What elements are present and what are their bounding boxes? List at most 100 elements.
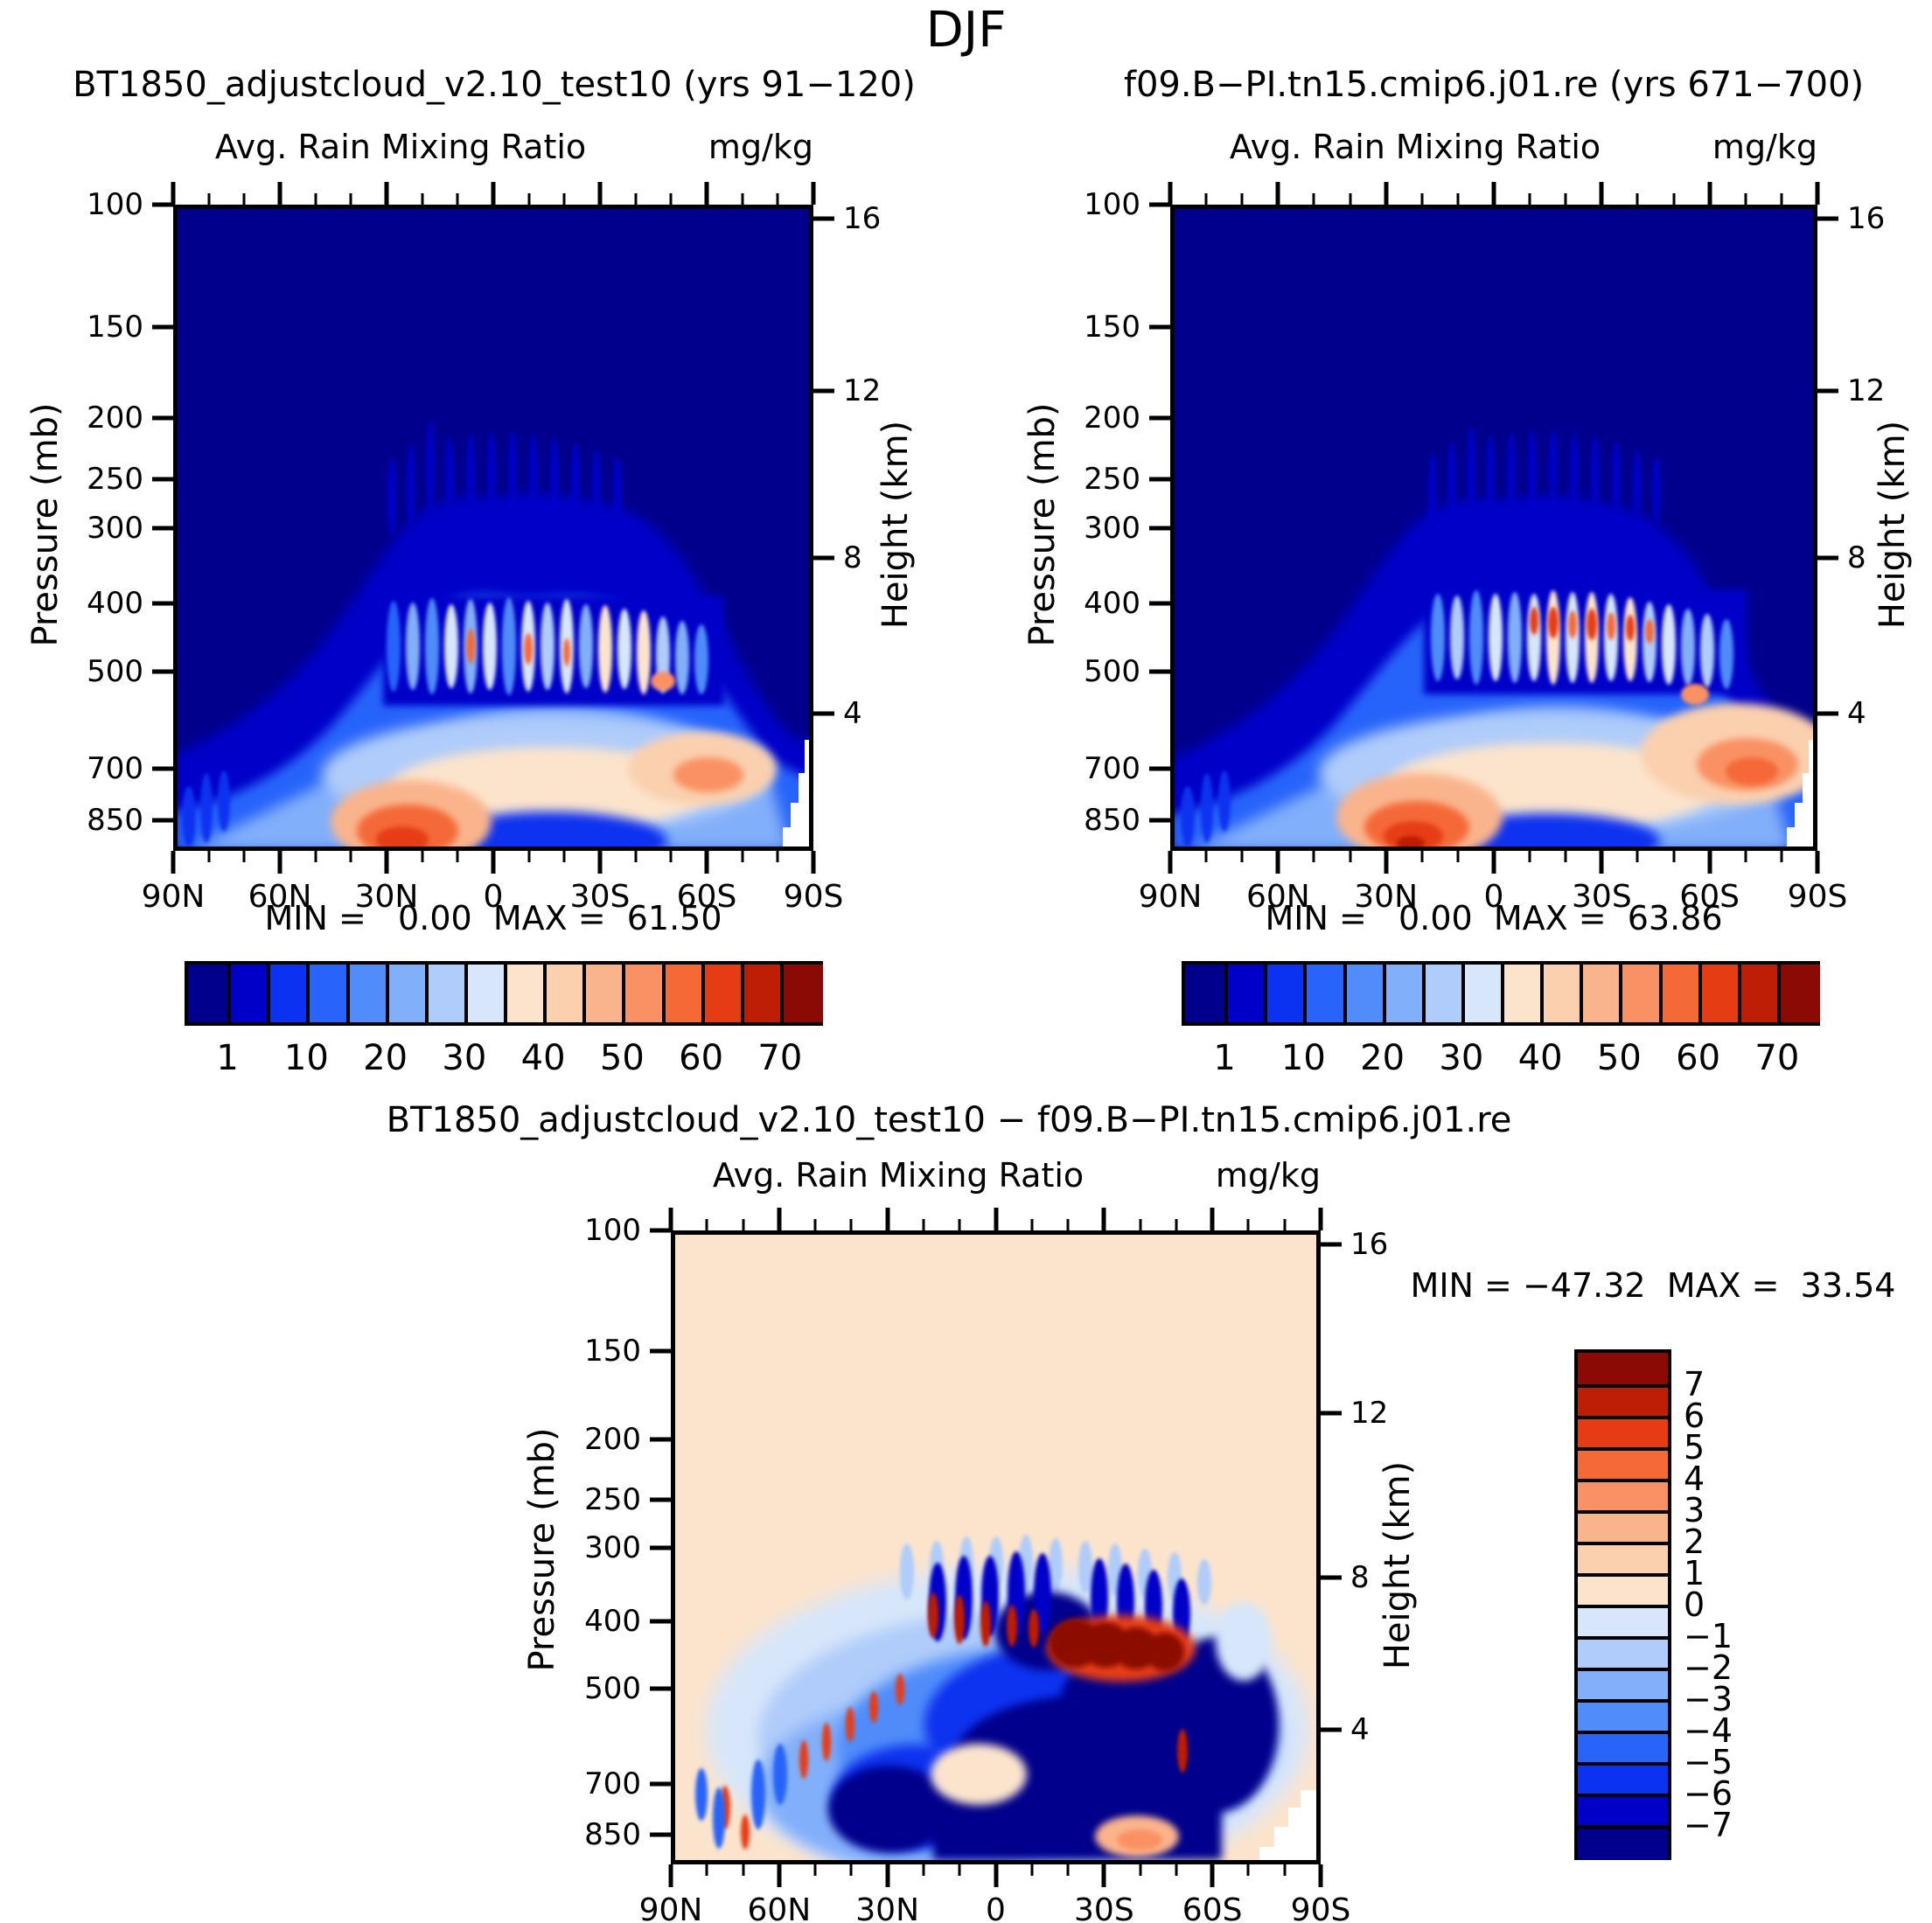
colorbar-label: 40: [1517, 1038, 1563, 1078]
colorbar-cell: [543, 965, 587, 1022]
panel-diff-subtitle: Avg. Rain Mixing Ratio: [712, 1156, 1085, 1195]
x-major-tick-top: [1318, 1208, 1323, 1230]
x-major-tick: [384, 851, 389, 874]
colorbar-label: 60: [679, 1038, 724, 1078]
colorbar-label: 10: [283, 1038, 329, 1078]
pressure-tick: [1149, 477, 1170, 482]
x-minor-tick: [314, 851, 317, 862]
x-minor-tick-top: [705, 1219, 708, 1230]
height-tick: [1817, 711, 1838, 716]
x-minor-tick: [1030, 1864, 1034, 1876]
pressure-tick-label: 300: [87, 510, 143, 546]
height-tick-label: 16: [1847, 201, 1886, 237]
x-major-tick: [277, 851, 282, 874]
x-major-tick: [171, 851, 176, 874]
panel-left-colorbar: 1 10 20 30 40 50 60 70: [185, 961, 823, 1078]
x-major-tick-top: [384, 182, 389, 205]
pressure-tick: [1149, 818, 1170, 823]
pressure-tick: [152, 477, 173, 482]
x-major-tick: [1275, 851, 1280, 874]
x-minor-tick-top: [1349, 193, 1352, 205]
colorbar-cell: [464, 965, 507, 1022]
height-tick: [1321, 1727, 1342, 1732]
pressure-tick: [1149, 324, 1170, 330]
colorbar-label: −2: [1684, 1648, 1733, 1687]
x-minor-tick-top: [1030, 1219, 1034, 1230]
colorbar-label: 4: [1684, 1460, 1705, 1498]
pressure-tick: [152, 202, 173, 207]
x-minor-tick-top: [1456, 193, 1460, 205]
x-major-tick-top: [277, 182, 282, 205]
x-major-tick: [491, 851, 496, 874]
x-minor-tick: [705, 1864, 708, 1876]
x-minor-tick: [1636, 851, 1639, 862]
x-major-tick-top: [1707, 182, 1712, 205]
x-minor-tick: [1066, 1864, 1070, 1876]
colorbar-cell: [1343, 965, 1386, 1022]
colorbar-label: 2: [1684, 1522, 1705, 1561]
colorbar-label: 30: [1439, 1038, 1484, 1078]
colorbar-cell: [1540, 965, 1584, 1022]
colorbar-cell: [1578, 1668, 1668, 1703]
pressure-tick-label: 700: [1084, 751, 1140, 787]
x-tick-label: 60N: [248, 879, 312, 915]
x-major-tick: [597, 851, 603, 874]
colorbar-cell: [267, 965, 310, 1022]
colorbar-cell: [1578, 1794, 1668, 1829]
pressure-tick: [152, 526, 173, 530]
x-tick-label: 60S: [1679, 879, 1740, 915]
pressure-tick: [152, 415, 173, 421]
pressure-tick: [650, 1437, 671, 1442]
height-tick-label: 4: [1350, 1711, 1370, 1747]
x-tick-label: 30N: [354, 879, 419, 915]
x-minor-tick: [1175, 1864, 1178, 1876]
x-tick-label: 90S: [1290, 1892, 1351, 1923]
panel-diff-title: BT1850_adjustcloud_v2.10_test10 − f09.B−…: [386, 1100, 1512, 1140]
colorbar-cell: [1461, 965, 1504, 1022]
x-tick-label: 60N: [747, 1892, 812, 1923]
x-major-tick-top: [811, 182, 816, 205]
height-tick: [813, 216, 834, 221]
x-minor-tick: [813, 1864, 817, 1876]
x-minor-tick-top: [813, 1219, 817, 1230]
colorbar-cell: [1264, 965, 1308, 1022]
season-title: DJF: [925, 2, 1007, 59]
x-tick-label: 30S: [1572, 879, 1632, 915]
x-minor-tick-top: [1139, 1219, 1142, 1230]
height-tick-label: 8: [1350, 1559, 1370, 1595]
x-tick-label: 90N: [1138, 879, 1203, 915]
x-major-tick-top: [704, 182, 709, 205]
x-minor-tick-top: [1246, 1219, 1250, 1230]
x-major-tick-top: [1275, 182, 1280, 205]
x-minor-tick-top: [741, 193, 744, 205]
x-major-tick-top: [1168, 182, 1173, 205]
colorbar-cell: [1578, 1384, 1668, 1419]
panel-left-pressure-axis-label: Pressure (mb): [25, 402, 66, 647]
height-tick-label: 12: [1350, 1395, 1389, 1431]
x-minor-tick: [741, 851, 744, 862]
x-minor-tick: [421, 851, 424, 862]
height-tick: [1321, 1411, 1342, 1416]
x-major-tick-top: [1384, 182, 1389, 205]
colorbar-label: −6: [1684, 1774, 1733, 1813]
pressure-tick-label: 500: [584, 1671, 641, 1707]
pressure-tick-label: 200: [87, 400, 143, 435]
x-major-tick: [811, 851, 816, 874]
x-minor-tick-top: [776, 193, 779, 205]
colorbar-cell: [1578, 1416, 1668, 1451]
colorbar-cell: [1501, 965, 1545, 1022]
height-tick: [813, 555, 834, 561]
pressure-tick: [152, 601, 173, 606]
panel-right-plot: 90N 60N 30N 0 30S 60S 90S 100 150 200 250 300 400 500…: [1084, 182, 1885, 915]
x-minor-tick-top: [1528, 193, 1531, 205]
colorbar-cell: [1578, 1699, 1668, 1734]
panel-diff-units: mg/kg: [1215, 1156, 1321, 1195]
x-minor-tick: [1780, 851, 1783, 862]
x-tick-label: 60N: [1245, 879, 1310, 915]
x-tick-label: 90N: [638, 1892, 703, 1923]
pressure-tick: [650, 1545, 671, 1550]
x-minor-tick: [562, 851, 566, 862]
colorbar-cell: [1578, 1510, 1668, 1545]
colorbar-label: 70: [1754, 1038, 1800, 1078]
pressure-tick-label: 300: [584, 1529, 641, 1565]
